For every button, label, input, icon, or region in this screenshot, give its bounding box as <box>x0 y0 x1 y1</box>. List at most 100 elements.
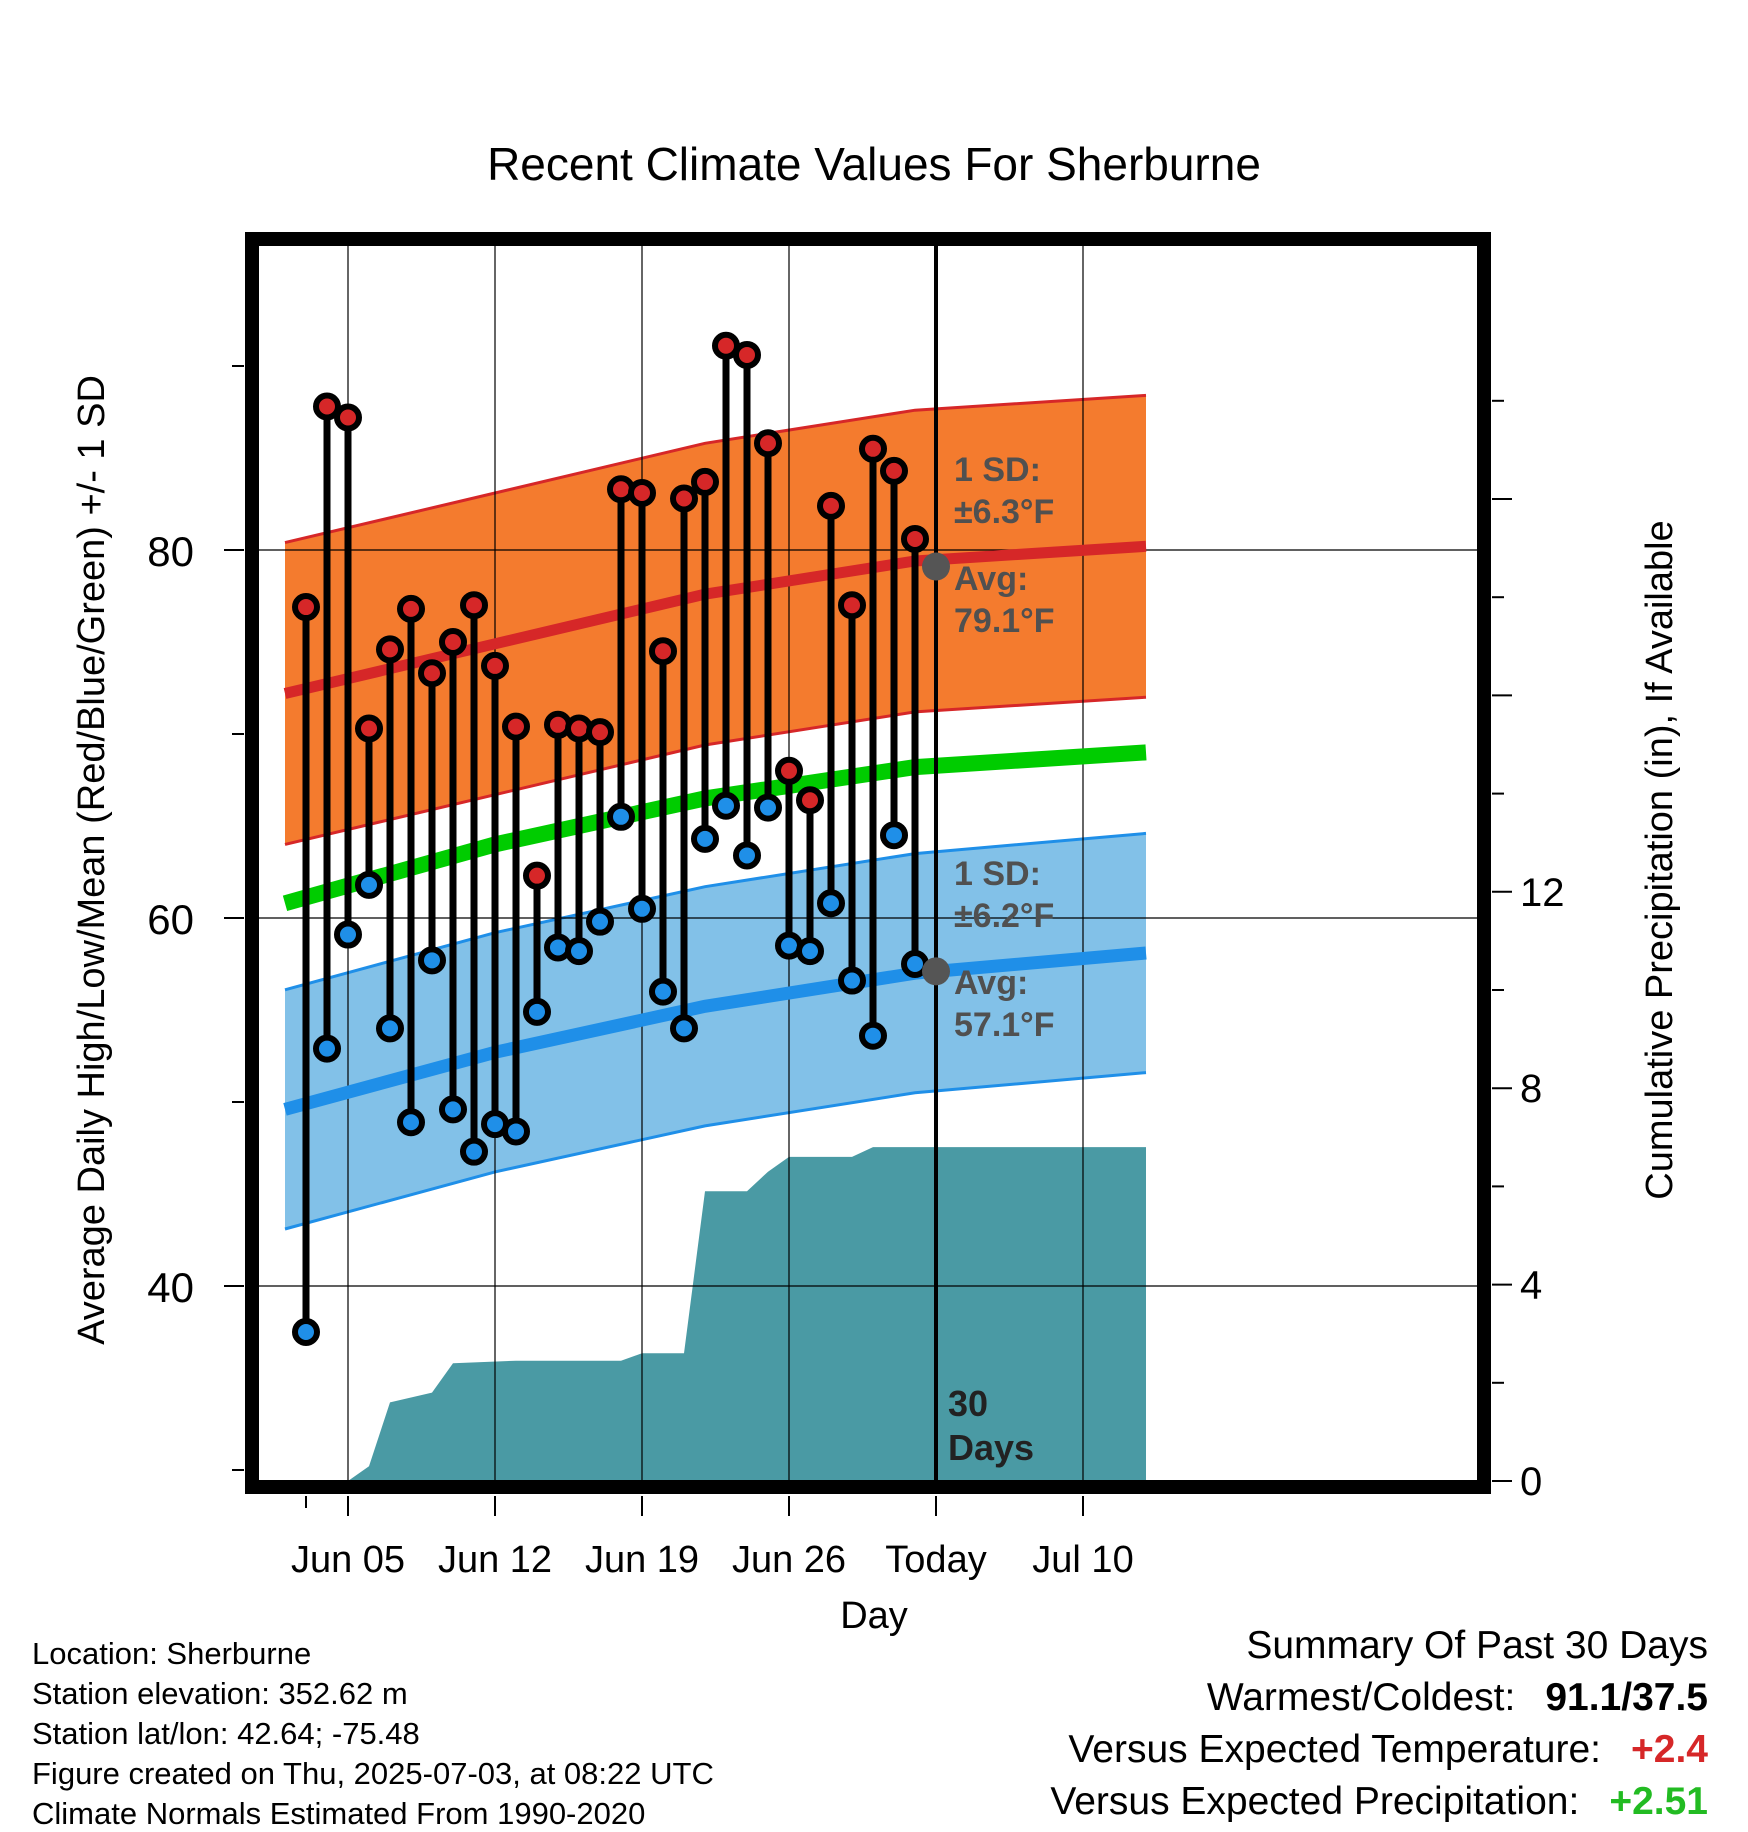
high-sd-band <box>285 395 1146 845</box>
low-point <box>439 1095 467 1124</box>
low-point <box>502 1117 530 1146</box>
low-point <box>313 1034 341 1063</box>
x-axis-label: Day <box>840 1595 908 1637</box>
low-avg-line <box>283 946 1147 1116</box>
x-tick-label: Today <box>885 1539 986 1581</box>
high-sd-upper-edge <box>284 393 1147 545</box>
today-days-label: 30 <box>948 1383 988 1424</box>
high-point <box>523 861 551 890</box>
x-tick-label: Jun 26 <box>732 1539 846 1581</box>
high-point <box>376 635 404 664</box>
low-point <box>460 1137 488 1166</box>
precipitation-area <box>348 1147 1146 1481</box>
y-tick-label: 60 <box>147 896 194 943</box>
high-point <box>439 628 467 656</box>
precip-label: Versus Expected Precipitation: <box>1050 1780 1580 1823</box>
latlon-text: Station lat/lon: 42.64; -75.48 <box>32 1716 420 1751</box>
temp-label: Versus Expected Temperature: <box>1068 1728 1601 1771</box>
low-point <box>649 977 677 1006</box>
low-point <box>523 997 551 1026</box>
high-point <box>796 786 824 815</box>
location-text: Location: Sherburne <box>32 1636 312 1671</box>
low-point <box>859 1021 887 1050</box>
low-sd-value: ±6.2°F <box>954 897 1054 935</box>
y2-tick-label: 8 <box>1520 1067 1542 1111</box>
high-point <box>880 456 908 485</box>
high-point <box>838 591 866 620</box>
created-text: Figure created on Thu, 2025-07-03, at 08… <box>32 1756 714 1791</box>
today-high-avg-marker <box>922 552 950 581</box>
summary-temp: Versus Expected Temperature: +2.4 <box>1068 1728 1708 1772</box>
low-point <box>376 1014 404 1043</box>
x-tick-label: Jun 05 <box>291 1539 405 1581</box>
low-point <box>733 841 761 870</box>
x-tick-label: Jun 19 <box>585 1539 699 1581</box>
high-point <box>313 392 341 421</box>
today-days-label: Days <box>948 1427 1034 1468</box>
y2-axis-label: Cumulative Precipitation (in), If Availa… <box>1639 520 1681 1199</box>
low-point <box>754 793 782 822</box>
high-avg-value: 79.1°F <box>954 602 1055 640</box>
high-point <box>460 591 488 620</box>
y2-tick-label: 0 <box>1520 1460 1542 1504</box>
plot-frame <box>245 232 1491 1494</box>
normals-text: Climate Normals Estimated From 1990-2020 <box>32 1796 646 1831</box>
low-point <box>355 870 383 899</box>
y-tick-label: 40 <box>147 1264 194 1311</box>
summary-title: Summary Of Past 30 Days <box>1246 1624 1708 1667</box>
low-point <box>607 802 635 831</box>
today-low-avg-marker <box>922 957 950 986</box>
high-point <box>628 478 656 507</box>
temp-value: +2.4 <box>1631 1728 1708 1771</box>
elevation-text: Station elevation: 352.62 m <box>32 1676 408 1711</box>
low-point <box>334 920 362 949</box>
precip-value: +2.51 <box>1609 1780 1708 1823</box>
low-avg-label: Avg: <box>954 964 1028 1002</box>
low-point <box>397 1108 425 1137</box>
low-point <box>838 966 866 995</box>
x-tick-label: Jul 10 <box>1032 1539 1133 1581</box>
y-axis-label: Average Daily High/Low/Mean (Red/Blue/Gr… <box>71 375 113 1345</box>
low-point <box>292 1318 320 1346</box>
high-point <box>418 659 446 688</box>
low-avg-value: 57.1°F <box>954 1006 1055 1044</box>
low-point <box>712 791 740 820</box>
low-point <box>628 894 656 923</box>
y2-tick-label: 4 <box>1520 1264 1542 1308</box>
high-point <box>334 403 362 432</box>
y-tick-label: 80 <box>147 528 194 575</box>
high-point <box>292 593 320 622</box>
low-sd-label: 1 SD: <box>954 855 1041 893</box>
high-point <box>754 429 782 458</box>
low-point <box>565 937 593 966</box>
high-point <box>775 756 803 785</box>
y2-tick-label: 12 <box>1520 871 1565 915</box>
chart-title: Recent Climate Values For Sherburne <box>487 138 1261 190</box>
high-point <box>733 340 761 369</box>
low-point <box>418 946 446 975</box>
low-point <box>691 824 719 853</box>
high-point <box>859 434 887 463</box>
high-point <box>670 484 698 513</box>
warm-cold-value: 91.1/37.5 <box>1545 1676 1708 1719</box>
low-point <box>670 1014 698 1043</box>
high-avg-label: Avg: <box>954 560 1028 598</box>
summary-warm-cold: Warmest/Coldest: 91.1/37.5 <box>1207 1676 1708 1720</box>
low-point <box>796 937 824 966</box>
x-tick-label: Jun 12 <box>438 1539 552 1581</box>
plot-area: 1 SD: ±6.3°F Avg: 79.1°F 1 SD: ±6.2°F Avg: 57.1… <box>258 245 1478 1481</box>
summary-precip: Versus Expected Precipitation: +2.51 <box>1050 1780 1708 1824</box>
high-point <box>691 467 719 496</box>
high-point <box>817 491 845 520</box>
high-sd-value: ±6.3°F <box>954 493 1054 531</box>
high-point <box>481 651 509 680</box>
low-point <box>586 907 614 936</box>
low-sd-lower-edge <box>284 1071 1147 1231</box>
high-sd-label: 1 SD: <box>954 451 1041 489</box>
high-point <box>586 718 614 747</box>
high-point <box>649 637 677 666</box>
high-point <box>502 712 530 741</box>
low-point <box>880 821 908 850</box>
high-point <box>355 714 383 743</box>
